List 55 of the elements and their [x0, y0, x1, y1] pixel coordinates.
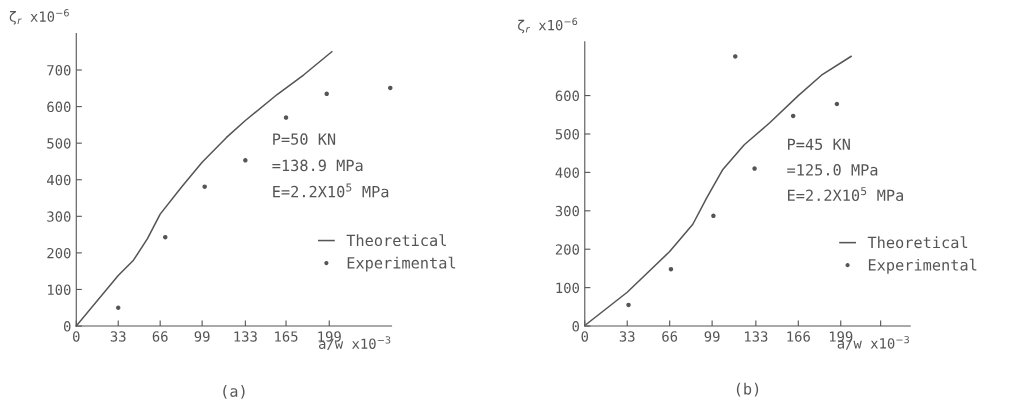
x-tick-label: 66 — [662, 331, 678, 342]
x-tick-label: 99 — [704, 331, 720, 342]
point — [626, 302, 631, 308]
point — [115, 305, 121, 311]
y-tick-label: 400 — [47, 174, 71, 186]
point — [834, 101, 840, 107]
y-tick-label: 100 — [556, 282, 580, 294]
y-tick-label: 400 — [555, 167, 580, 178]
point — [668, 266, 674, 272]
x-tick-label: 0 — [581, 331, 589, 342]
x-tick-label: 0 — [73, 331, 80, 342]
y-tick-label: 100 — [48, 284, 71, 295]
point — [752, 166, 757, 171]
y-axis-title: ζ$_{r}$ x10$^{−6}$ — [9, 9, 69, 25]
y-axis-title: ζ$_{r}$ x10$^{−6}$ — [518, 17, 578, 34]
y-tick-label: 0 — [572, 321, 580, 332]
legend-label: Theoretical — [346, 234, 446, 247]
x-tick-label: 133 — [744, 331, 768, 342]
legend-label: Theoretical — [867, 236, 968, 249]
annotation: =125.0 MPa — [787, 164, 878, 176]
y-tick-label: 300 — [47, 211, 71, 222]
x-tick-label: 166 — [787, 331, 810, 342]
x-tick-label: 33 — [110, 331, 126, 342]
y-tick-label: 700 — [47, 65, 71, 76]
point — [388, 85, 393, 91]
legend-label: Experimental — [347, 256, 456, 272]
point — [202, 184, 207, 189]
text: (a) — [223, 385, 245, 399]
x-tick-label: 165 — [275, 331, 298, 342]
point — [324, 91, 329, 97]
annotation: P=45 KN — [788, 138, 850, 151]
point — [733, 54, 738, 59]
point — [711, 213, 716, 219]
x-tick-label: 133 — [234, 331, 257, 342]
x-tick-label: 33 — [619, 331, 635, 342]
y-tick-label: 600 — [47, 101, 71, 113]
x-tick-label: 99 — [194, 331, 210, 342]
x-tick-label: 66 — [152, 331, 168, 342]
text: (b) — [736, 382, 759, 397]
y-tick-label: 300 — [555, 205, 580, 217]
annotation: E=2.2X10$^{5}$ MPa — [788, 187, 903, 202]
point — [243, 158, 248, 163]
annotation: E=2.2X10$^{5}$ MPa — [273, 183, 389, 198]
y-tick-label: 500 — [47, 138, 71, 149]
y-tick-label: 200 — [555, 244, 580, 255]
y-tick-label: 0 — [63, 321, 71, 332]
y-tick-label: 200 — [47, 247, 71, 259]
point — [283, 115, 289, 120]
annotation: =138.9 MPa — [272, 159, 363, 172]
y-tick-label: 500 — [555, 128, 580, 140]
point — [163, 234, 168, 240]
annotation: P=50 KN — [273, 133, 336, 145]
y-tick-label: 600 — [555, 90, 580, 102]
point — [790, 113, 796, 119]
legend-label: Experimental — [868, 258, 977, 274]
